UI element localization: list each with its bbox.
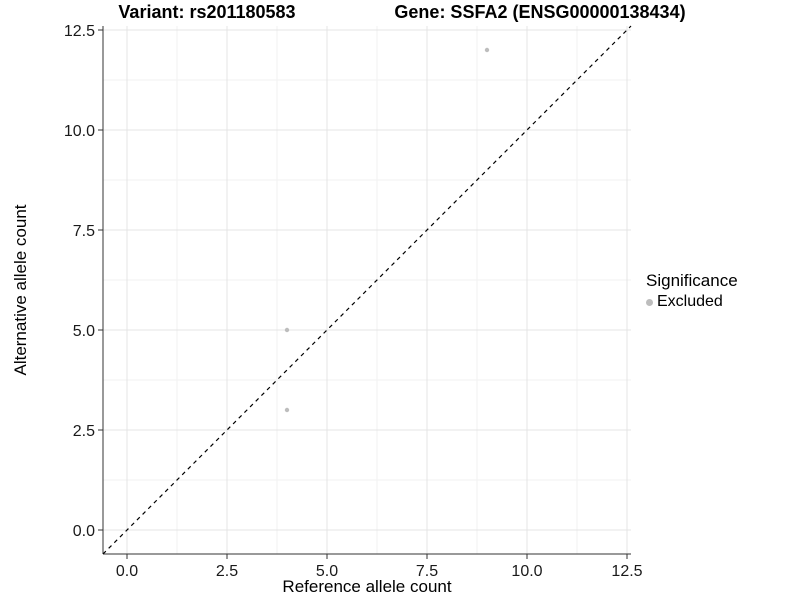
legend-item-excluded: Excluded (646, 293, 738, 311)
x-tick-label: 5.0 (316, 563, 338, 580)
data-point (484, 47, 490, 53)
x-tick-label: 2.5 (216, 563, 238, 580)
x-tick-label: 0.0 (116, 563, 138, 580)
legend-item-label: Excluded (657, 293, 723, 310)
y-tick-label: 7.5 (73, 223, 95, 240)
plot-title-gene: Gene: SSFA2 (ENSG00000138434) (394, 2, 686, 22)
y-axis-title: Alternative allele count (11, 204, 30, 376)
plot-title-variant: Variant: rs201180583 (118, 2, 296, 22)
y-tick-label: 0.0 (73, 523, 95, 540)
x-tick-label: 10.0 (511, 563, 542, 580)
y-tick-label: 10.0 (64, 123, 95, 140)
x-tick-label: 7.5 (416, 563, 438, 580)
data-point (284, 327, 290, 333)
y-tick-label: 2.5 (73, 423, 95, 440)
y-tick-label: 12.5 (64, 23, 95, 40)
identity-line (102, 25, 632, 555)
legend: Significance Excluded (646, 271, 738, 311)
y-tick-label: 5.0 (73, 323, 95, 340)
legend-title: Significance (646, 271, 738, 290)
x-axis-title: Reference allele count (282, 577, 452, 596)
x-tick-label: 12.5 (611, 563, 642, 580)
legend-point-swatch (646, 298, 653, 306)
data-point (284, 407, 290, 413)
